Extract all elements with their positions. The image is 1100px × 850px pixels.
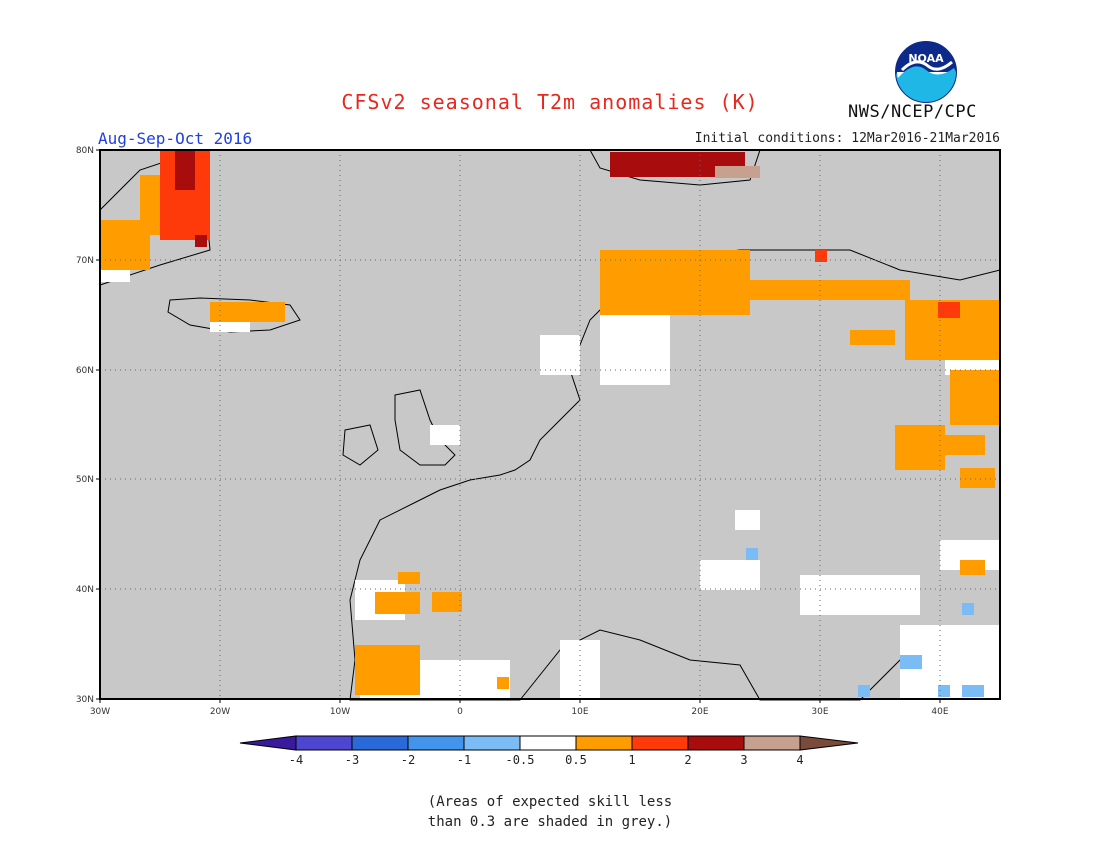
- colorbar-bin: [575, 735, 633, 751]
- colorbar-tick-label: -1: [457, 753, 471, 767]
- colorbar-tick-label: 2: [684, 753, 691, 767]
- colorbar-bin: [519, 735, 577, 751]
- colorbar-bin: [295, 735, 353, 751]
- colorbar-tick-label: -0.5: [506, 753, 535, 767]
- colorbar-tick-label: -2: [401, 753, 415, 767]
- colorbar-tick-label: 0.5: [565, 753, 587, 767]
- x-tick-label: 20E: [691, 707, 708, 717]
- x-tick-label: 20W: [210, 707, 230, 717]
- x-tick-labels: 30W 20W 10W 0 10E 20E 30E 40E: [90, 707, 949, 717]
- x-tick-label: 0: [457, 707, 463, 717]
- graticule: [100, 150, 1000, 699]
- logo-text: NOAA: [908, 52, 944, 65]
- colorbar-bin: [743, 735, 801, 751]
- y-tick-label: 50N: [76, 475, 94, 485]
- warm-anomaly-3-4: [715, 166, 760, 178]
- agency-label: NWS/NCEP/CPC: [848, 102, 977, 122]
- initial-conditions-label: Initial conditions: 12Mar2016-21Mar2016: [694, 131, 1000, 146]
- x-tick-label: 10E: [571, 707, 588, 717]
- colorbar-bin: [407, 735, 465, 751]
- colorbar-tick-label: 3: [740, 753, 747, 767]
- y-tick-label: 70N: [76, 256, 94, 266]
- skill-note: (Areas of expected skill less than 0.3 a…: [0, 792, 1100, 832]
- colorbar-tick-label: 1: [628, 753, 635, 767]
- colorbar-max-arrow: [799, 735, 859, 751]
- colorbar-tick-label: -4: [289, 753, 303, 767]
- y-tick-label: 60N: [76, 366, 94, 376]
- y-tick-label: 40N: [76, 585, 94, 595]
- ireland: [342, 424, 379, 466]
- colorbar-labels: -4 -3 -2 -1 -0.5 0.5 1 2 3 4: [289, 753, 804, 767]
- map-frame: [99, 149, 1001, 700]
- colorbar-tick-label: -3: [345, 753, 359, 767]
- y-tick-label: 80N: [76, 146, 94, 156]
- y-tick-label: 30N: [76, 695, 94, 705]
- colorbar-min-arrow: [239, 735, 297, 751]
- cool-anomaly: [746, 548, 984, 697]
- x-tick-label: 30W: [90, 707, 110, 717]
- x-tick-label: 30E: [811, 707, 828, 717]
- season-label: Aug-Sep-Oct 2016: [98, 129, 253, 148]
- x-tick-label: 10W: [330, 707, 350, 717]
- colorbar: [239, 735, 859, 751]
- noaa-logo: NOAA: [895, 41, 957, 103]
- britain: [394, 389, 456, 466]
- warm-anomaly-2-3: [175, 150, 745, 247]
- colorbar-bin: [631, 735, 689, 751]
- skill-note-line1: (Areas of expected skill less: [427, 794, 673, 810]
- skill-note-line2: than 0.3 are shaded in grey.): [427, 814, 673, 830]
- y-tick-labels: 80N 70N 60N 50N 40N 30N: [76, 146, 94, 705]
- colorbar-bin: [687, 735, 745, 751]
- colorbar-bin: [351, 735, 409, 751]
- colorbar-tick-label: 4: [796, 753, 803, 767]
- x-tick-label: 40E: [931, 707, 948, 717]
- page-title: CFSv2 seasonal T2m anomalies (K): [341, 90, 759, 114]
- colorbar-bin: [463, 735, 521, 751]
